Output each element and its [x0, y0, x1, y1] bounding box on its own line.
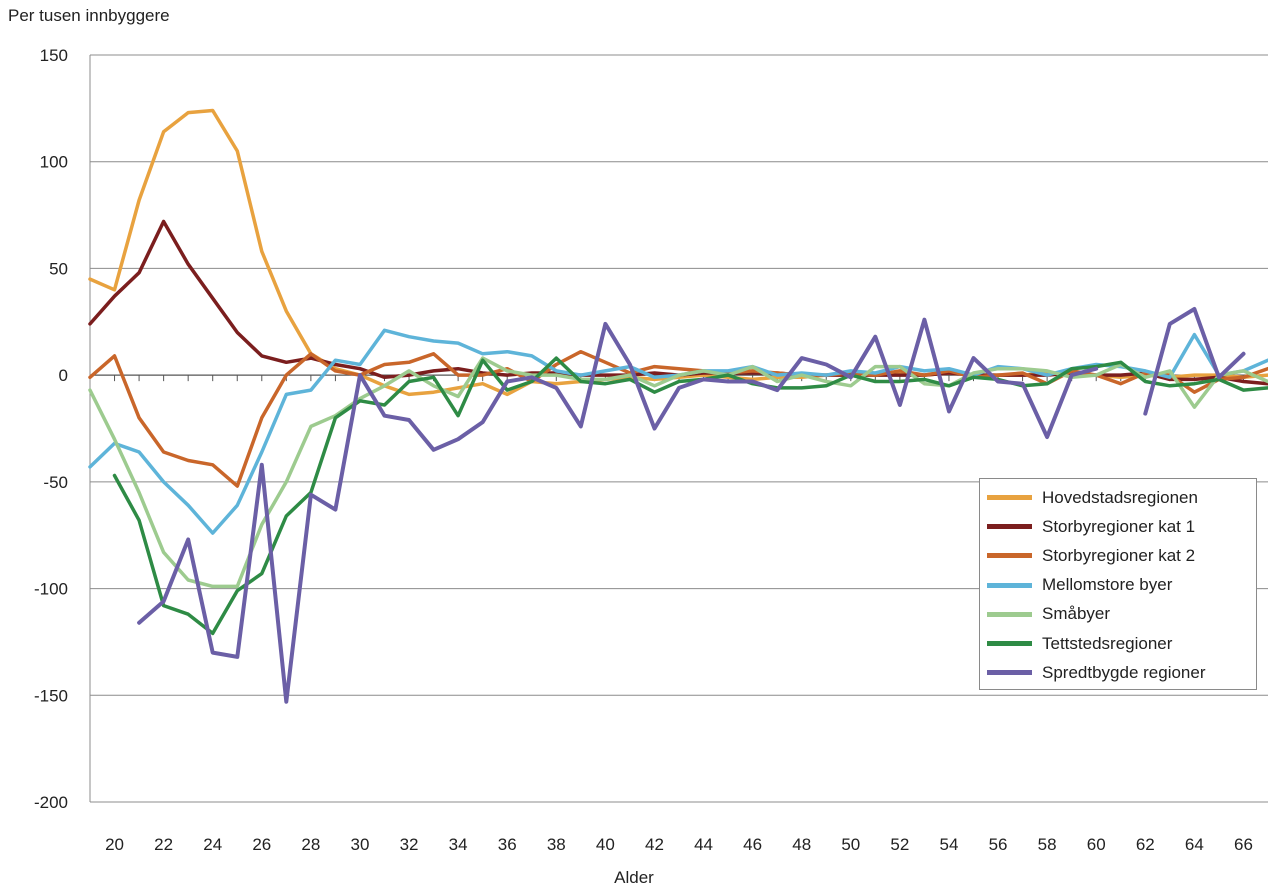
legend-label: Mellomstore byer	[1042, 575, 1173, 595]
legend-swatch	[987, 670, 1032, 676]
legend-swatch	[987, 553, 1032, 559]
x-tick-label: 50	[841, 835, 860, 854]
legend-swatch	[987, 582, 1032, 588]
y-tick-label: 0	[59, 366, 68, 385]
y-tick-label: 100	[40, 153, 68, 172]
legend-item: Småbyer	[980, 600, 1256, 629]
series-line-hovedstadsregionen	[88, 108, 1268, 397]
series-line-storbyregioner-kat-2	[88, 349, 1268, 488]
series-line-spredtbygde-regioner	[137, 307, 1246, 704]
legend-item: Tettstedsregioner	[980, 629, 1256, 658]
legend-label: Hovedstadsregionen	[1042, 487, 1198, 507]
legend-label: Spredtbygde regioner	[1042, 662, 1206, 682]
x-tick-label: 44	[694, 835, 713, 854]
x-tick-label: 60	[1087, 835, 1106, 854]
x-tick-label: 36	[498, 835, 517, 854]
x-tick-label: 52	[890, 835, 909, 854]
x-tick-label: 66	[1234, 835, 1253, 854]
series-line-tettstedsregioner	[112, 356, 1268, 636]
legend-label: Storbyregioner kat 2	[1042, 545, 1196, 565]
x-tick-label: 62	[1136, 835, 1155, 854]
legend-label: Storbyregioner kat 1	[1042, 516, 1196, 536]
x-tick-label: 30	[350, 835, 369, 854]
legend-label: Tettstedsregioner	[1042, 633, 1173, 653]
y-axis-title: Per tusen innbyggere	[8, 6, 170, 25]
x-tick-label: 28	[301, 835, 320, 854]
x-tick-label: 46	[743, 835, 762, 854]
x-tick-label: 32	[400, 835, 419, 854]
legend-label: Småbyer	[1042, 604, 1111, 624]
x-tick-label: 38	[547, 835, 566, 854]
legend-item: Hovedstadsregionen	[980, 483, 1256, 512]
legend-item: Spredtbygde regioner	[980, 658, 1256, 687]
x-tick-label: 58	[1038, 835, 1057, 854]
y-tick-label: 150	[40, 46, 68, 65]
x-tick-label: 40	[596, 835, 615, 854]
x-tick-label: 24	[203, 835, 222, 854]
x-axis-title: Alder	[614, 868, 654, 887]
x-tick-label: 64	[1185, 835, 1204, 854]
legend-item: Storbyregioner kat 2	[980, 541, 1256, 570]
y-tick-label: -200	[34, 793, 68, 812]
x-tick-label: 42	[645, 835, 664, 854]
series-line-storbyregioner-kat-1	[88, 219, 1268, 386]
y-tick-label: -150	[34, 686, 68, 705]
y-tick-label: -50	[43, 473, 68, 492]
legend-item: Storbyregioner kat 1	[980, 512, 1256, 541]
x-tick-label: 54	[939, 835, 958, 854]
x-tick-label: 22	[154, 835, 173, 854]
x-tick-label: 48	[792, 835, 811, 854]
y-tick-label: 50	[49, 259, 68, 278]
x-tick-label: 56	[989, 835, 1008, 854]
legend-swatch	[987, 524, 1032, 530]
x-tick-label: 34	[449, 835, 468, 854]
x-tick-label: 20	[105, 835, 124, 854]
legend-swatch	[987, 611, 1032, 617]
legend-item: Mellomstore byer	[980, 571, 1256, 600]
y-tick-label: -100	[34, 580, 68, 599]
x-tick-label: 26	[252, 835, 271, 854]
legend-swatch	[987, 495, 1032, 501]
legend-swatch	[987, 641, 1032, 647]
chart-legend: Hovedstadsregionen Storbyregioner kat 1 St…	[979, 478, 1257, 690]
